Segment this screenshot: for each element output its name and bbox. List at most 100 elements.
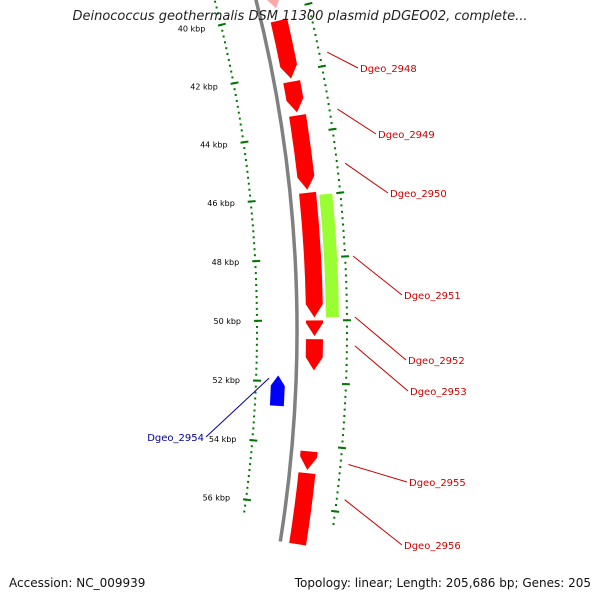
- outer-scale-dot: [330, 116, 332, 118]
- inner-scale-dot: [240, 124, 242, 126]
- outer-scale-dot: [333, 523, 335, 525]
- outer-scale-dot: [341, 211, 343, 213]
- outer-scale-dot: [327, 97, 329, 99]
- inner-scale-dot: [253, 236, 255, 238]
- outer-scale-dot: [337, 166, 339, 168]
- gene-label[interactable]: Dgeo_2950: [390, 189, 447, 200]
- outer-scale-dot: [340, 204, 342, 206]
- outer-scale-dot: [343, 230, 345, 232]
- inner-scale-dot: [256, 326, 258, 328]
- outer-scale-dot: [315, 34, 317, 36]
- gene-label[interactable]: Dgeo_2953: [410, 387, 467, 398]
- inner-major-tick: [249, 440, 257, 441]
- outer-scale-dot: [322, 72, 324, 74]
- outer-scale-dot: [323, 78, 325, 80]
- gene-feature-dgeo-2949[interactable]: [283, 80, 303, 112]
- gene-feature-dgeo-2950[interactable]: [289, 114, 314, 190]
- outer-scale-dot: [346, 307, 348, 309]
- gene-feature-dgeo-2955[interactable]: [300, 451, 318, 470]
- outer-scale-dot: [328, 103, 330, 105]
- inner-scale-dot: [235, 94, 237, 96]
- inner-scale-dot: [255, 284, 257, 286]
- outer-scale-dot: [345, 377, 347, 379]
- backbone-arc: [251, 0, 297, 541]
- outer-scale-dot: [345, 281, 347, 283]
- inner-major-tick: [243, 499, 251, 500]
- map-summary: Topology: linear; Length: 205,686 bp; Ge…: [295, 576, 591, 590]
- inner-scale-dot: [247, 481, 249, 483]
- inner-scale-dot: [231, 76, 233, 78]
- outer-scale-dot: [326, 90, 328, 92]
- gene-feature-partial[interactable]: [261, 0, 281, 8]
- outer-scale-dot: [346, 294, 348, 296]
- outer-scale-dot: [342, 434, 344, 436]
- gene-feature-dgeo-2954[interactable]: [270, 375, 285, 406]
- gene-feature-dgeo-2952[interactable]: [306, 320, 323, 336]
- outer-major-tick: [336, 192, 344, 193]
- outer-scale-dot: [344, 396, 346, 398]
- inner-major-tick: [248, 201, 256, 202]
- map-title: Deinococcus geothermalis DSM 11300 plasm…: [0, 9, 600, 24]
- inner-scale-dot: [255, 266, 257, 268]
- gene-leader-line: [327, 52, 358, 68]
- outer-scale-dot: [332, 135, 334, 137]
- inner-scale-dot: [250, 207, 252, 209]
- gene-feature-dgeo-2953[interactable]: [306, 339, 323, 370]
- outer-scale-dot: [343, 236, 345, 238]
- gene-label[interactable]: Dgeo_2948: [360, 64, 417, 75]
- inner-scale-dot: [256, 356, 258, 358]
- inner-scale-dot: [250, 457, 252, 459]
- inner-scale-dot: [255, 290, 257, 292]
- inner-scale-dot: [255, 368, 257, 370]
- inner-scale-dot: [255, 278, 257, 280]
- outer-scale-dot: [333, 141, 335, 143]
- outer-scale-dot: [346, 313, 348, 315]
- outer-scale-dot: [334, 147, 336, 149]
- inner-scale-dot: [256, 302, 258, 304]
- gene-leader-line: [206, 378, 269, 437]
- inner-scale-dot: [228, 59, 230, 61]
- inner-scale-dot: [254, 248, 256, 250]
- gene-label[interactable]: Dgeo_2954: [147, 433, 204, 444]
- outer-scale-dot: [335, 154, 337, 156]
- gene-label[interactable]: Dgeo_2955: [409, 478, 466, 489]
- inner-scale-dot: [253, 415, 255, 417]
- inner-scale-dot: [230, 71, 232, 73]
- outer-scale-dot: [341, 453, 343, 455]
- outer-major-tick: [318, 66, 326, 68]
- kbp-tick-label: 48 kbp: [212, 258, 240, 267]
- outer-scale-dot: [313, 28, 315, 30]
- inner-scale-dot: [254, 404, 256, 406]
- outer-scale-dot: [340, 198, 342, 200]
- gene-feature-dgeo-2956[interactable]: [289, 472, 315, 545]
- gene-feature-dgeo-2948[interactable]: [271, 19, 297, 79]
- outer-scale-dot: [343, 421, 345, 423]
- gene-label[interactable]: Dgeo_2956: [404, 541, 461, 552]
- gene-leader-line: [355, 346, 408, 391]
- inner-scale-dot: [237, 106, 239, 108]
- gene-leader-line: [353, 256, 402, 295]
- inner-major-tick: [231, 82, 239, 84]
- outer-scale-dot: [344, 262, 346, 264]
- outer-scale-dot: [342, 441, 344, 443]
- gene-label[interactable]: Dgeo_2952: [408, 356, 465, 367]
- gene-feature-dgeo-2951[interactable]: [299, 192, 323, 318]
- kbp-tick-label: 56 kbp: [203, 494, 231, 503]
- inner-scale-dot: [252, 224, 254, 226]
- kbp-tick-label: 46 kbp: [207, 199, 235, 208]
- inner-scale-dot: [223, 36, 225, 38]
- outer-scale-dot: [337, 491, 339, 493]
- inner-scale-dot: [249, 463, 251, 465]
- outer-scale-dot: [339, 185, 341, 187]
- gene-leader-line: [355, 317, 406, 360]
- inner-scale-dot: [256, 314, 258, 316]
- outer-scale-dot: [329, 109, 331, 111]
- outer-scale-dot: [331, 122, 333, 124]
- inner-scale-dot: [221, 30, 223, 32]
- gene-leader-line: [338, 109, 377, 134]
- gene-label[interactable]: Dgeo_2949: [378, 130, 435, 141]
- gene-label[interactable]: Dgeo_2951: [404, 291, 461, 302]
- outer-major-tick: [331, 511, 339, 512]
